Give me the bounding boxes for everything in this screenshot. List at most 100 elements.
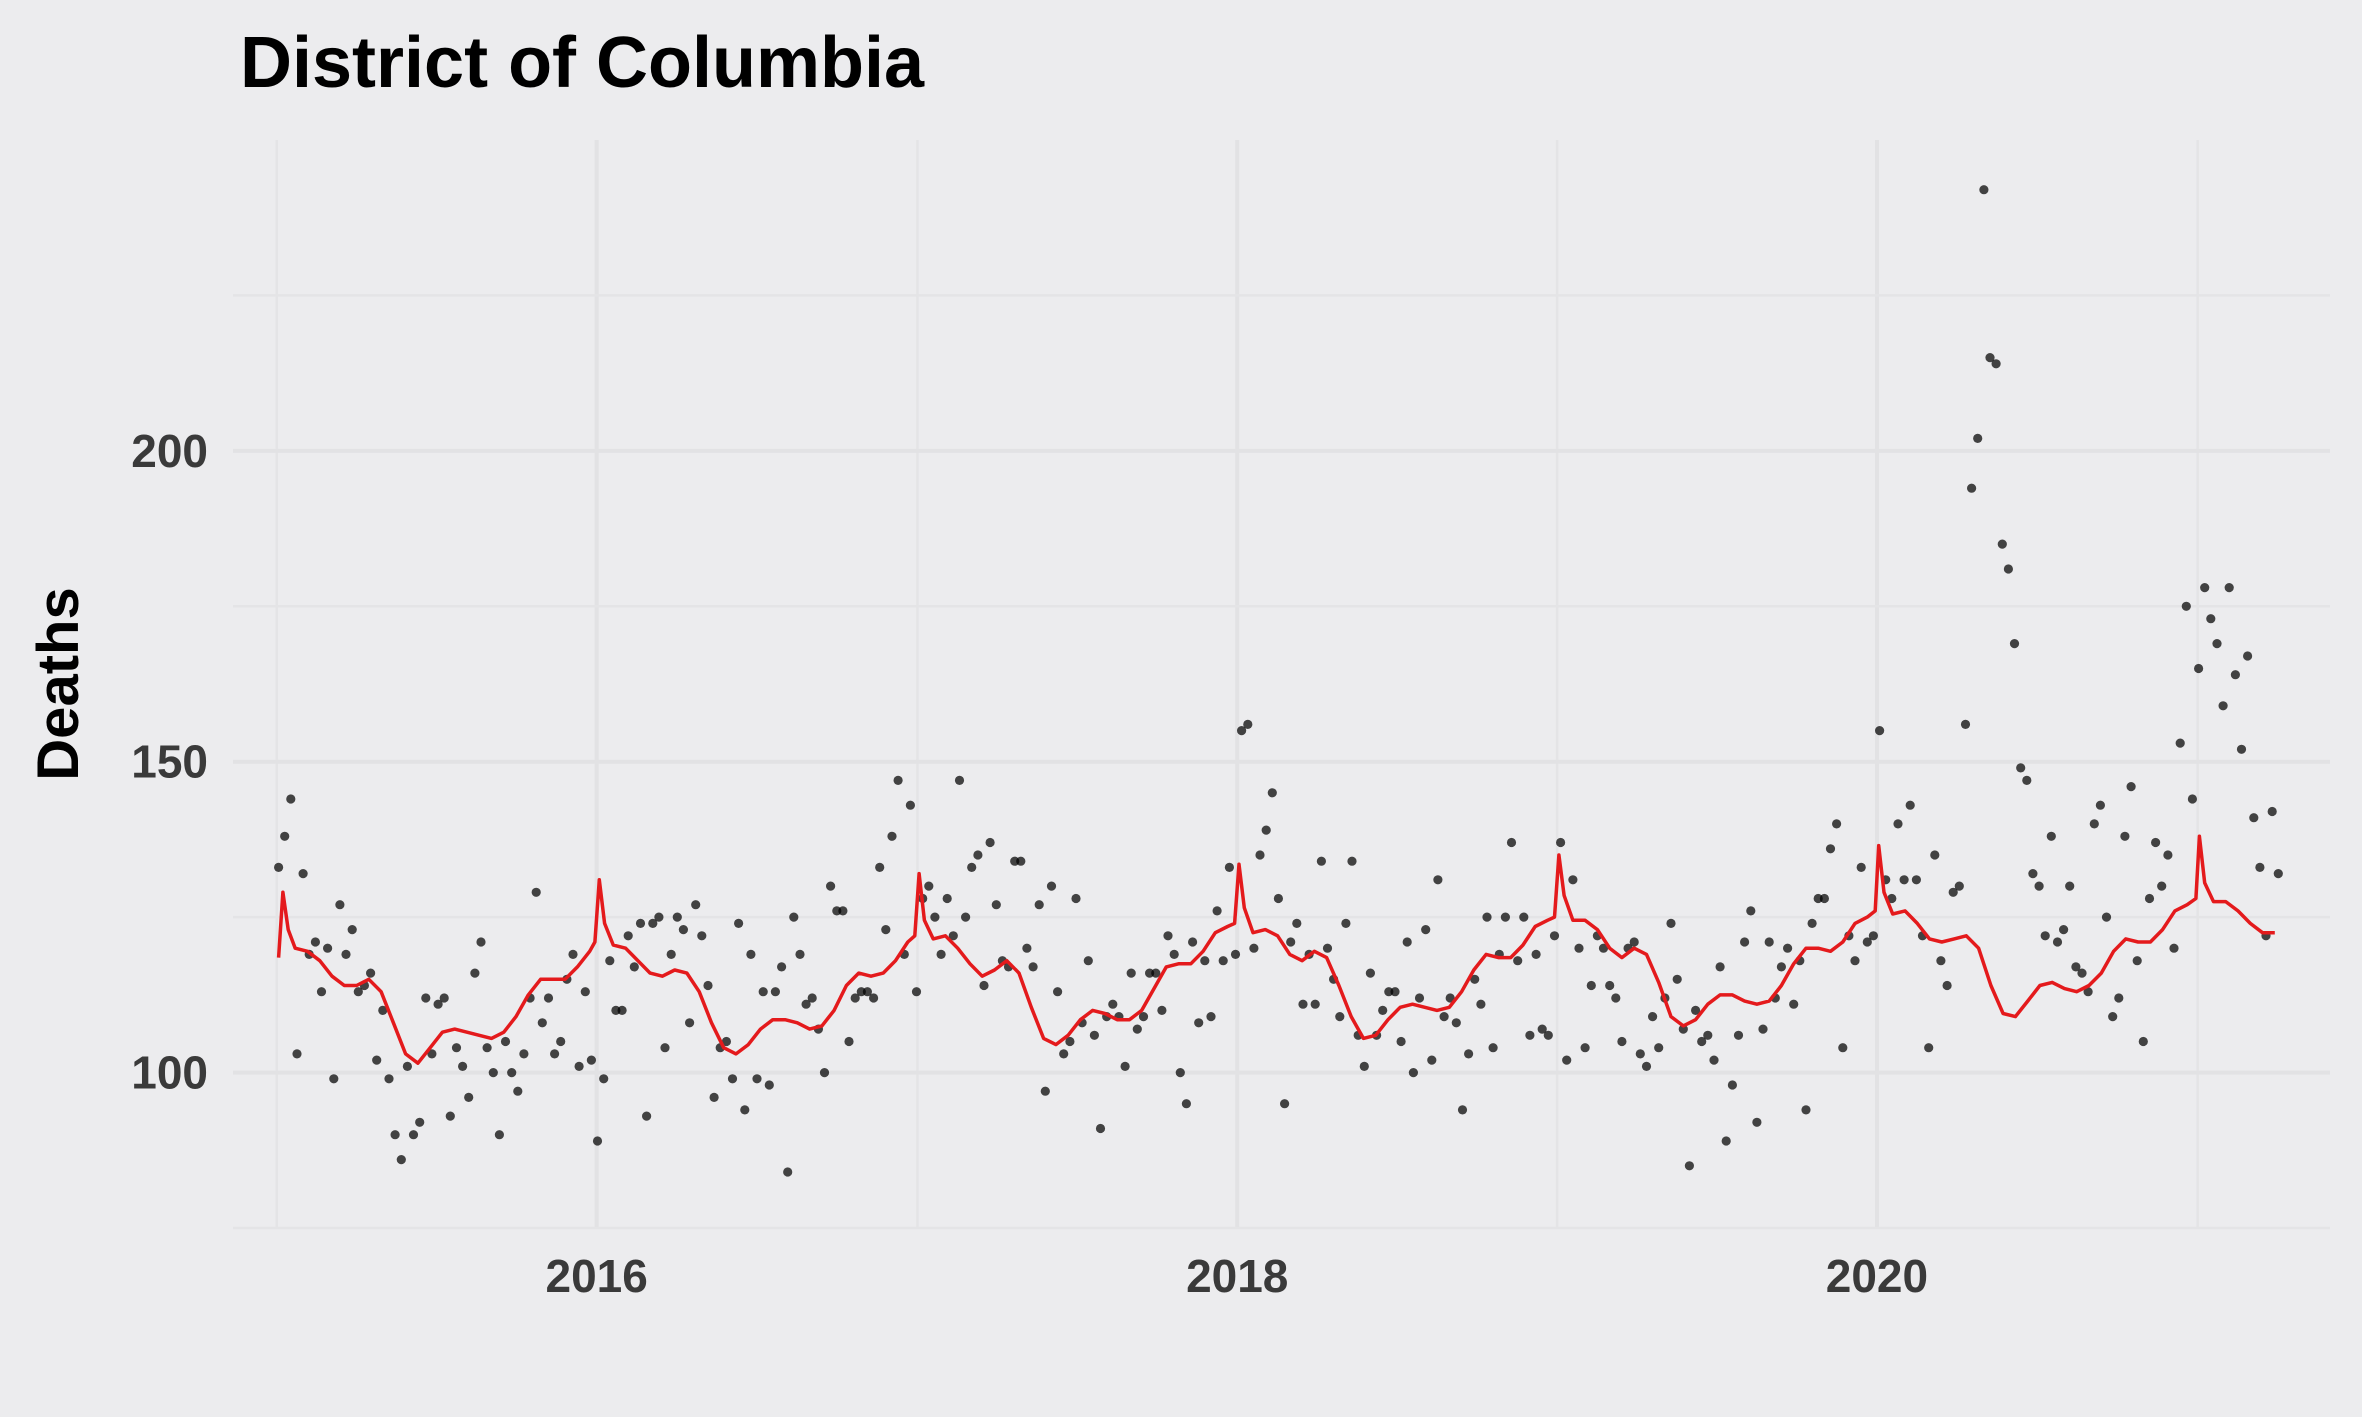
- data-points: [274, 185, 2283, 1177]
- data-point: [1482, 912, 1492, 922]
- data-point: [1261, 825, 1271, 835]
- x-tick-label: 2018: [1186, 1250, 1288, 1302]
- data-point: [1408, 1068, 1418, 1078]
- data-point: [948, 931, 958, 941]
- data-point: [869, 993, 879, 1003]
- data-point: [709, 1092, 719, 1102]
- data-point: [1390, 987, 1400, 997]
- data-point: [2108, 1012, 2118, 1022]
- data-point: [329, 1074, 339, 1084]
- data-point: [1359, 1061, 1369, 1071]
- data-point: [936, 949, 946, 960]
- data-point: [1138, 1012, 1149, 1022]
- data-point: [1979, 185, 1989, 195]
- data-point: [734, 918, 744, 929]
- data-point: [826, 881, 836, 891]
- data-point: [629, 962, 639, 972]
- data-point: [2230, 670, 2240, 680]
- data-point: [2236, 744, 2247, 754]
- data-point: [1488, 1043, 1498, 1053]
- data-point: [1862, 937, 1872, 947]
- data-point: [862, 987, 873, 997]
- data-point: [1868, 931, 1878, 941]
- data-point: [666, 949, 676, 960]
- data-point: [1580, 1043, 1590, 1053]
- data-point: [1556, 837, 1566, 848]
- data-point: [740, 1105, 750, 1115]
- data-point: [586, 1055, 597, 1065]
- data-point: [721, 1036, 732, 1047]
- data-point: [1059, 1049, 1069, 1059]
- data-point: [1641, 1061, 1652, 1071]
- data-point: [335, 900, 345, 910]
- data-point: [1629, 937, 1639, 947]
- data-point: [2144, 893, 2155, 904]
- data-point: [1022, 943, 1032, 953]
- data-point: [1611, 993, 1621, 1003]
- data-point: [911, 987, 922, 997]
- data-point: [1733, 1030, 1744, 1040]
- data-point: [1825, 844, 1836, 854]
- data-point: [1721, 1136, 1731, 1146]
- data-point: [2046, 831, 2056, 841]
- data-point: [887, 831, 897, 841]
- data-point: [850, 993, 860, 1003]
- data-point: [678, 925, 689, 935]
- data-point: [1635, 1049, 1645, 1059]
- data-point: [1568, 875, 1578, 885]
- data-point: [316, 987, 327, 997]
- data-point: [445, 1111, 455, 1121]
- data-point: [500, 1036, 511, 1047]
- data-point: [1071, 893, 1081, 904]
- data-point: [1948, 887, 1958, 897]
- data-point: [844, 1036, 854, 1047]
- data-point: [556, 1036, 566, 1047]
- data-point: [1654, 1043, 1664, 1053]
- data-point: [1543, 1030, 1553, 1040]
- data-point: [1537, 1024, 1547, 1034]
- data-point: [592, 1136, 603, 1146]
- data-point: [2052, 937, 2063, 947]
- data-point: [1464, 1049, 1474, 1059]
- data-point: [1457, 1105, 1468, 1115]
- data-point: [2169, 943, 2179, 953]
- data-point: [942, 893, 952, 904]
- data-point: [752, 1074, 762, 1084]
- data-point: [292, 1049, 302, 1059]
- data-point: [1470, 974, 1480, 984]
- data-point: [298, 869, 308, 879]
- data-point: [660, 1043, 670, 1053]
- data-point: [1893, 819, 1903, 829]
- data-point: [390, 1130, 400, 1140]
- data-point: [1789, 999, 1799, 1009]
- data-point: [875, 862, 885, 873]
- data-point: [1126, 968, 1136, 978]
- data-point: [421, 993, 431, 1003]
- data-point: [1605, 980, 1615, 991]
- data-point: [1697, 1036, 1707, 1047]
- data-point: [1175, 1068, 1185, 1078]
- data-point: [1832, 819, 1842, 829]
- data-point: [1519, 912, 1529, 922]
- data-point: [1740, 937, 1750, 947]
- data-point: [1930, 850, 1940, 860]
- data-point: [2243, 651, 2253, 661]
- data-point: [1292, 918, 1302, 929]
- data-point: [2083, 987, 2093, 997]
- data-point: [543, 993, 554, 1003]
- data-point: [973, 850, 983, 860]
- data-point: [1273, 893, 1283, 904]
- data-point: [1396, 1036, 1406, 1047]
- data-point: [1181, 1099, 1191, 1109]
- data-point: [451, 1043, 462, 1053]
- data-point: [2016, 763, 2026, 773]
- data-point: [1298, 999, 1308, 1009]
- data-point: [1936, 956, 1946, 966]
- data-point: [1280, 1099, 1290, 1109]
- data-point: [2120, 831, 2130, 841]
- data-point: [1016, 856, 1026, 866]
- data-point: [2151, 837, 2161, 848]
- data-point: [366, 968, 376, 978]
- data-point: [280, 831, 290, 841]
